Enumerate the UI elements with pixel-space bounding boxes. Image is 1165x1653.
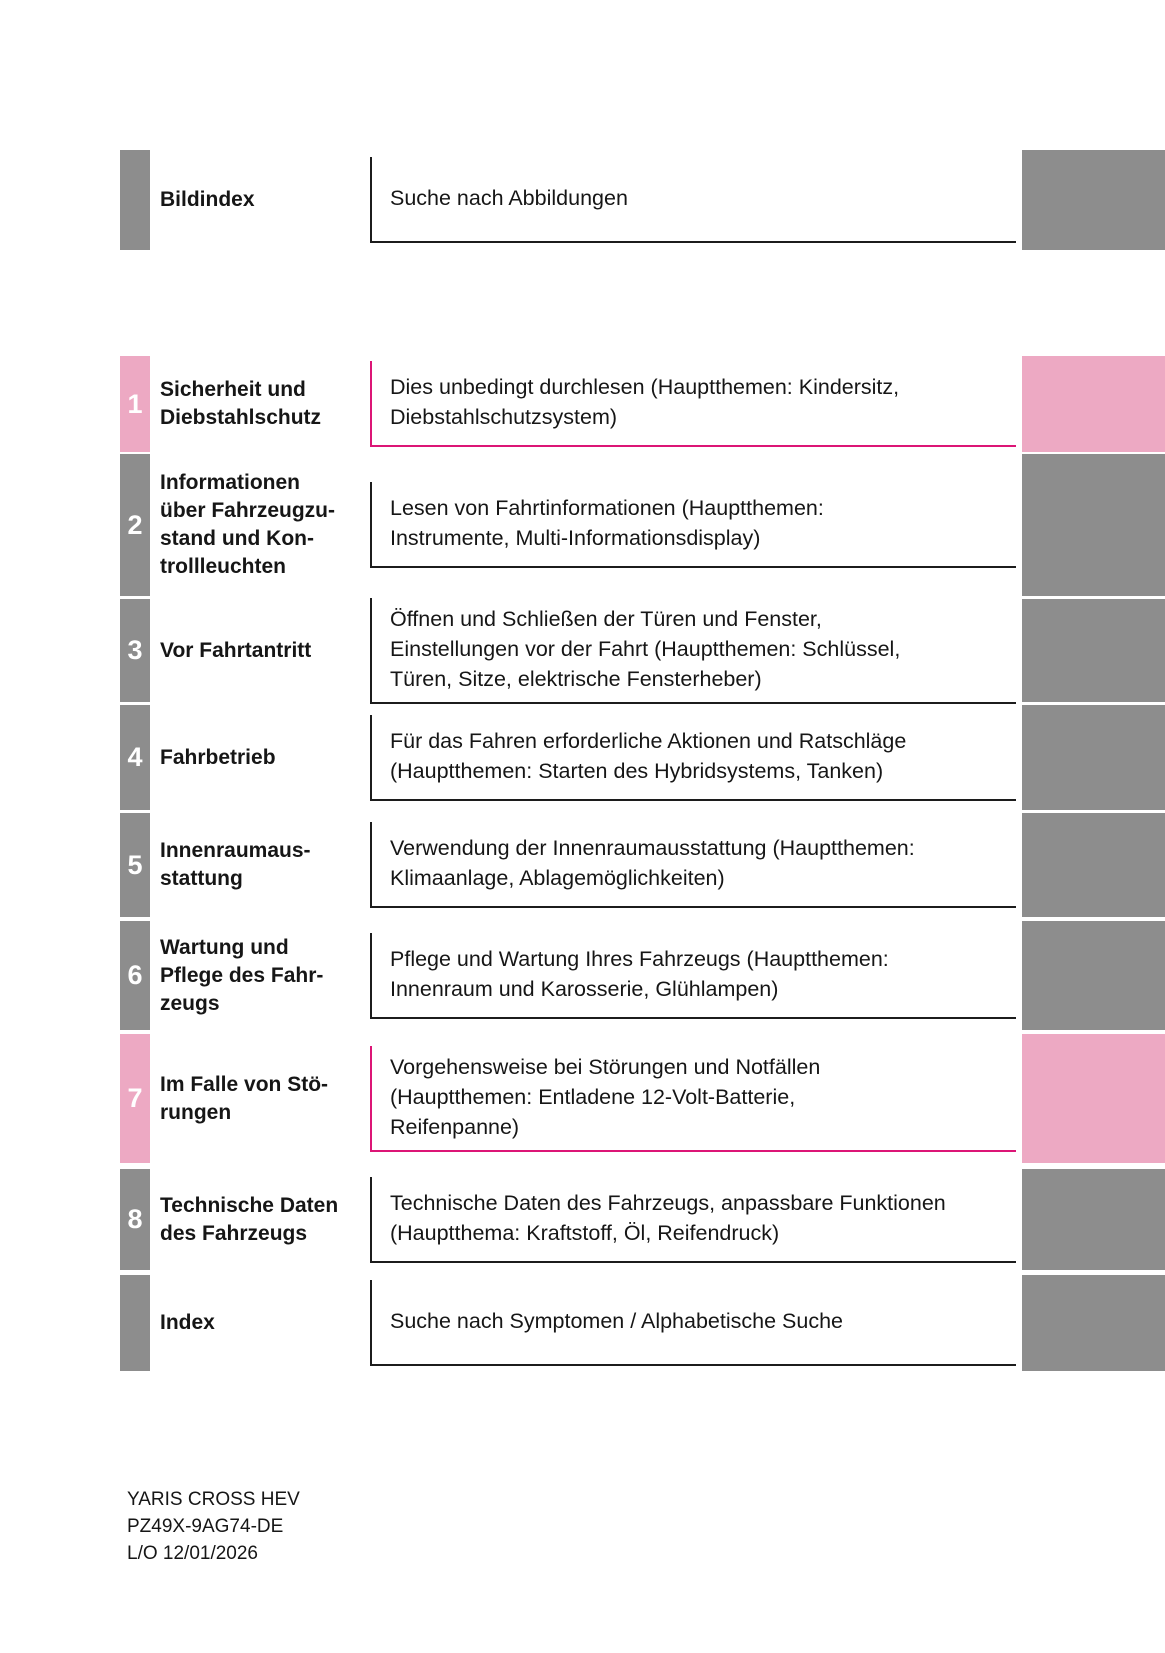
section-title: Sicherheit und Diebstahlschutz [160,378,322,429]
section-title: Vor Fahrtantritt [160,638,312,662]
toc-row-5-innenraumausstattung: 5 Innenraumaus- stattung Verwendung der … [0,813,1165,917]
section-color-tab [120,150,150,250]
toc-row-3-vor-fahrtantritt: 3 Vor Fahrtantritt Öffnen und Schließen … [0,597,1165,704]
section-description-box: Technische Daten des Fahrzeugs, anpassba… [370,1169,1016,1270]
section-number: 6 [127,960,143,990]
section-description: Lesen von Fahrtinformationen (Haupttheme… [390,496,824,550]
toc-row-8-technische-daten: 8 Technische Daten des Fahrzeugs Technis… [0,1169,1165,1270]
section-description: Pflege und Wartung Ihres Fahrzeugs (Haup… [390,946,889,1001]
section-title: Wartung und Pflege des Fahr- zeugs [160,935,324,1015]
section-description-box: Vorgehensweise bei Störungen und Notfäll… [370,1034,1016,1163]
section-color-tab: 8 [120,1169,150,1270]
section-color-tab: 2 [120,454,150,596]
section-description-box: Öffnen und Schließen der Türen und Fenst… [370,597,1016,704]
section-description: Dies unbedingt durchlesen (Hauptthemen: … [390,375,900,429]
section-description-box: Dies unbedingt durchlesen (Hauptthemen: … [370,356,1016,452]
section-description: Für das Fahren erforderliche Aktionen un… [390,728,907,783]
toc-row-bildindex: Bildindex Suche nach Abbildungen [0,150,1165,250]
section-description: Technische Daten des Fahrzeugs, anpassba… [390,1190,946,1245]
section-edge-tab [1022,356,1165,452]
section-color-tab: 7 [120,1034,150,1163]
section-edge-tab [1022,1034,1165,1163]
section-title: Im Falle von Stö- rungen [160,1072,329,1124]
toc-row-1-sicherheit: 1 Sicherheit und Diebstahlschutz Dies un… [0,356,1165,452]
section-title: Informationen über Fahrzeugzu- stand und… [160,471,336,578]
section-color-tab: 4 [120,705,150,810]
page-footer: YARIS CROSS HEV PZ49X-9AG74-DE L/O 12/01… [127,1486,300,1567]
section-number: 1 [127,388,143,419]
section-number: 2 [127,509,143,540]
section-description: Öffnen und Schließen der Türen und Fenst… [390,606,901,691]
section-edge-tab [1022,813,1165,917]
section-title: Index [160,1311,215,1334]
section-description: Vorgehensweise bei Störungen und Notfäll… [390,1054,821,1139]
toc-row-4-fahrbetrieb: 4 Fahrbetrieb Für das Fahren erforderlic… [0,705,1165,810]
section-number: 3 [127,635,143,665]
section-description-box: Für das Fahren erforderliche Aktionen un… [370,705,1016,810]
section-color-tab: 6 [120,921,150,1030]
section-description-box: Verwendung der Innenraumausstattung (Hau… [370,813,1016,917]
section-description-box: Suche nach Symptomen / Alphabetische Suc… [370,1275,1016,1371]
section-title: Fahrbetrieb [160,745,276,769]
section-description: Suche nach Abbildungen [390,186,628,210]
section-number: 8 [127,1204,143,1234]
footer-layout-date: L/O 12/01/2026 [127,1543,258,1564]
section-title: Technische Daten des Fahrzeugs [160,1193,339,1245]
section-description-box: Pflege und Wartung Ihres Fahrzeugs (Haup… [370,921,1016,1030]
section-edge-tab [1022,1169,1165,1270]
section-description: Suche nach Symptomen / Alphabetische Suc… [390,1309,843,1333]
toc-row-2-informationen: 2 Informationen über Fahrzeugzu- stand u… [0,454,1165,596]
toc-row-index: Index Suche nach Symptomen / Alphabetisc… [0,1275,1165,1371]
footer-part-number: PZ49X-9AG74-DE [127,1516,284,1537]
section-edge-tab [1022,150,1165,250]
toc-row-6-wartung: 6 Wartung und Pflege des Fahr- zeugs Pfl… [0,921,1165,1030]
section-title: Innenraumaus- stattung [160,839,311,890]
section-color-tab: 1 [120,356,150,452]
footer-model-name: YARIS CROSS HEV [127,1489,300,1510]
section-edge-tab [1022,599,1165,702]
section-color-tab: 5 [120,813,150,917]
section-number: 7 [127,1083,143,1113]
section-title: Bildindex [160,188,255,211]
section-number: 5 [127,849,143,880]
section-description: Verwendung der Innenraumausstattung (Hau… [390,836,915,890]
section-number: 4 [127,742,143,772]
section-color-tab: 3 [120,599,150,702]
section-color-tab [120,1275,150,1371]
section-description-box: Suche nach Abbildungen [370,150,1016,250]
section-edge-tab [1022,454,1165,596]
section-description-box: Lesen von Fahrtinformationen (Haupttheme… [370,454,1016,596]
section-edge-tab [1022,921,1165,1030]
toc-row-7-stoerungen: 7 Im Falle von Stö- rungen Vorgehensweis… [0,1034,1165,1163]
section-edge-tab [1022,1275,1165,1371]
section-edge-tab [1022,705,1165,810]
